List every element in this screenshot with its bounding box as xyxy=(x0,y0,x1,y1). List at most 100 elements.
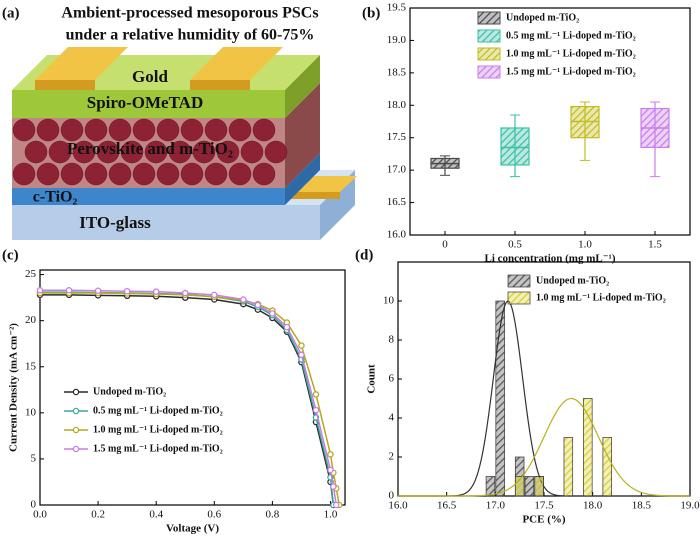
diagram-title: Ambient-processed mesoporous PSCs xyxy=(61,5,318,22)
x-tick-label: 0.4 xyxy=(149,509,163,521)
sphere xyxy=(48,140,72,164)
ctio2-side xyxy=(285,153,320,205)
gold-contact xyxy=(290,192,340,199)
x-tick-label: 16.5 xyxy=(437,500,457,512)
sphere xyxy=(180,162,204,186)
marker xyxy=(240,296,247,303)
marker xyxy=(327,466,334,474)
marker xyxy=(65,287,73,294)
legend-label: 1.0 mg mL⁻¹ Li-doped m-TiO₂ xyxy=(93,424,223,435)
x-tick-label: 0.8 xyxy=(266,509,280,521)
legend-swatch xyxy=(507,274,531,288)
sphere xyxy=(156,162,180,186)
x-tick-label: 16.0 xyxy=(388,500,408,512)
layer-label: ITO-glass xyxy=(79,213,151,232)
device-diagram: Ambient-processed mesoporous PSCs under … xyxy=(12,5,357,240)
diagram-title: under a relative humidity of 60-75% xyxy=(66,27,315,44)
sphere xyxy=(240,140,264,164)
panel-label: (a) xyxy=(2,5,20,21)
y-tick-label: 15 xyxy=(25,360,37,372)
x-tick-label: 1.5 xyxy=(648,239,662,251)
y-tick-label: 18.0 xyxy=(387,99,407,111)
marker xyxy=(123,287,131,295)
x-axis-label: Voltage (V) xyxy=(166,523,219,535)
sphere xyxy=(264,140,288,164)
legend-swatch xyxy=(477,29,501,43)
sphere xyxy=(192,140,216,164)
x-tick-label: 17.5 xyxy=(534,500,554,512)
y-tick-label: 17.0 xyxy=(387,164,407,176)
y-tick-label: 19.0 xyxy=(387,34,407,46)
gold-bar xyxy=(35,47,128,80)
spiro-front xyxy=(12,90,285,118)
sphere xyxy=(252,162,276,186)
legend-label: 1.5 mg mL⁻¹ Li-doped m-TiO₂ xyxy=(93,443,223,454)
ito-front xyxy=(12,205,320,240)
marker xyxy=(269,310,276,317)
x-tick-label: 0 xyxy=(442,239,448,251)
x-tick-label: 18.5 xyxy=(632,500,652,512)
layer-label: Gold xyxy=(132,67,168,86)
y-tick-label: 0 xyxy=(31,499,37,511)
y-tick-label: 20 xyxy=(25,314,37,326)
sphere xyxy=(36,118,60,142)
y-tick-label: 19.5 xyxy=(387,2,407,14)
y-tick-label: 10 xyxy=(383,295,395,307)
y-tick-label: 16.5 xyxy=(387,196,407,208)
hist-bar xyxy=(514,476,525,497)
hist-bar xyxy=(485,476,496,497)
plot-frame xyxy=(409,7,691,236)
sphere xyxy=(96,140,120,164)
x-tick-label: 0.2 xyxy=(91,509,105,521)
sphere xyxy=(132,118,156,142)
hist-bar xyxy=(602,437,612,497)
curve xyxy=(40,289,338,506)
sphere xyxy=(132,162,156,186)
panel-label: (c) xyxy=(2,247,19,263)
marker xyxy=(298,342,305,349)
layer-label: Perovskite and m-TiO₂ xyxy=(67,139,233,158)
legend-marker xyxy=(72,426,80,434)
sphere xyxy=(60,118,84,142)
x-tick-label: 0.5 xyxy=(508,239,522,251)
marker xyxy=(330,483,337,490)
sphere xyxy=(36,162,60,186)
legend-label: 0.5 mg mL⁻¹ Li-doped m-TiO₂ xyxy=(506,30,636,41)
layer-label: Spiro-OMeTAD xyxy=(87,93,203,112)
sphere xyxy=(24,140,48,164)
legend-marker xyxy=(72,407,80,415)
legend-label: 1.0 mg mL⁻¹ Li-doped m-TiO₂ xyxy=(506,48,636,59)
x-tick-label: 1.0 xyxy=(324,509,338,521)
sphere xyxy=(108,162,132,186)
hist-bar xyxy=(583,398,593,497)
marker xyxy=(181,289,189,297)
sphere xyxy=(180,118,204,142)
marker xyxy=(298,351,305,359)
legend-label: 0.5 mg mL⁻¹ Li-doped m-TiO₂ xyxy=(93,405,223,416)
y-tick-label: 0 xyxy=(389,490,395,502)
sphere xyxy=(228,162,252,186)
sphere xyxy=(252,118,276,142)
ctio2-front xyxy=(12,188,285,205)
sphere xyxy=(72,140,96,164)
x-tick-label: 0.6 xyxy=(207,509,221,521)
legend-label: Undoped m-TiO₂ xyxy=(93,386,166,397)
y-tick-label: 18.5 xyxy=(387,66,407,78)
hist-bar xyxy=(534,476,544,497)
sphere xyxy=(228,118,252,142)
ito-side xyxy=(320,170,355,240)
y-tick-label: 17.5 xyxy=(387,131,407,143)
y-tick-label: 2 xyxy=(389,451,395,463)
marker xyxy=(333,501,340,509)
plot-frame xyxy=(39,269,346,506)
legend-label: Undoped m-TiO₂ xyxy=(506,12,579,23)
sphere xyxy=(216,140,240,164)
x-tick-label: 17.0 xyxy=(486,500,506,512)
legend-label: 1.0 mg mL⁻¹ Li-doped m-TiO₂ xyxy=(536,292,666,303)
x-tick-label: 0.0 xyxy=(33,509,47,521)
y-tick-label: 6 xyxy=(389,373,395,385)
legend-swatch xyxy=(477,65,501,79)
spiro-side xyxy=(285,55,320,118)
y-axis-label: Current Density (mA cm⁻²) xyxy=(8,323,20,452)
